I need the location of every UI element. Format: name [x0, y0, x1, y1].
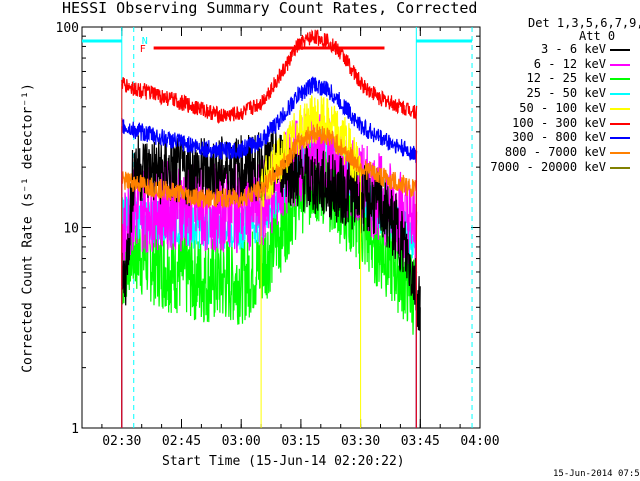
legend-swatch — [610, 63, 630, 66]
legend-item-label: 100 - 300 keV — [512, 115, 606, 130]
legend-item: 800 - 7000 keV — [480, 145, 632, 159]
legend-swatch — [610, 93, 630, 96]
legend-item: 7000 - 20000 keV — [480, 160, 632, 174]
chart-title: HESSI Observing Summary Count Rates, Cor… — [62, 0, 478, 17]
legend-item-label: 12 - 25 keV — [526, 71, 606, 86]
legend-item: 6 - 12 keV — [480, 57, 632, 71]
legend-item-label: 25 - 50 keV — [526, 86, 606, 101]
legend-swatch — [610, 137, 630, 140]
legend-item: 300 - 800 keV — [480, 130, 632, 144]
legend-swatch — [610, 151, 630, 154]
x-tick-label: 03:00 — [222, 434, 261, 449]
y-tick-label: 100 — [56, 21, 79, 36]
legend-item-label: 7000 - 20000 keV — [490, 159, 606, 174]
x-tick-label: 03:45 — [401, 434, 440, 449]
legend-swatch — [610, 122, 630, 125]
legend-item-label: 800 - 7000 keV — [504, 144, 606, 159]
x-axis-label: Start Time (15-Jun-14 02:20:22) — [162, 454, 405, 469]
legend-item-label: 50 - 100 keV — [519, 100, 606, 115]
legend-swatch — [610, 166, 630, 169]
legend-item: 50 - 100 keV — [480, 101, 632, 115]
y-axis-label: Corrected Count Rate (s⁻¹ detector⁻¹) — [20, 83, 36, 373]
series-line — [121, 76, 418, 163]
legend-swatch — [610, 49, 630, 51]
legend-swatch — [610, 107, 630, 110]
legend-item: 12 - 25 keV — [480, 71, 632, 85]
flag-label-n: N — [142, 36, 148, 47]
legend-header-attenuator: Att 0 — [579, 29, 616, 43]
legend-swatch — [610, 78, 630, 81]
footer-timestamp: 15-Jun-2014 07:55 — [553, 469, 640, 479]
x-tick-label: 03:30 — [341, 434, 380, 449]
series-line — [260, 95, 361, 208]
y-tick-label: 10 — [63, 222, 79, 237]
x-tick-label: 03:15 — [281, 434, 320, 449]
x-tick-label: 02:45 — [162, 434, 201, 449]
flag-label-f: F — [140, 44, 146, 55]
series-line — [121, 123, 418, 209]
x-tick-label: 04:00 — [460, 434, 499, 449]
legend-item: 25 - 50 keV — [480, 86, 632, 100]
series-line — [121, 29, 418, 125]
legend-item-label: 300 - 800 keV — [512, 130, 606, 145]
legend-item-label: 3 - 6 keV — [540, 42, 606, 56]
y-tick-label: 1 — [71, 422, 79, 437]
legend-item-label: 6 - 12 keV — [533, 56, 606, 71]
legend-header-detectors: Det 1,3,5,6,7,9, — [528, 16, 640, 30]
x-tick-label: 02:30 — [102, 434, 141, 449]
legend-item: 3 - 6 keV — [480, 42, 632, 56]
legend-item: 100 - 300 keV — [480, 116, 632, 130]
